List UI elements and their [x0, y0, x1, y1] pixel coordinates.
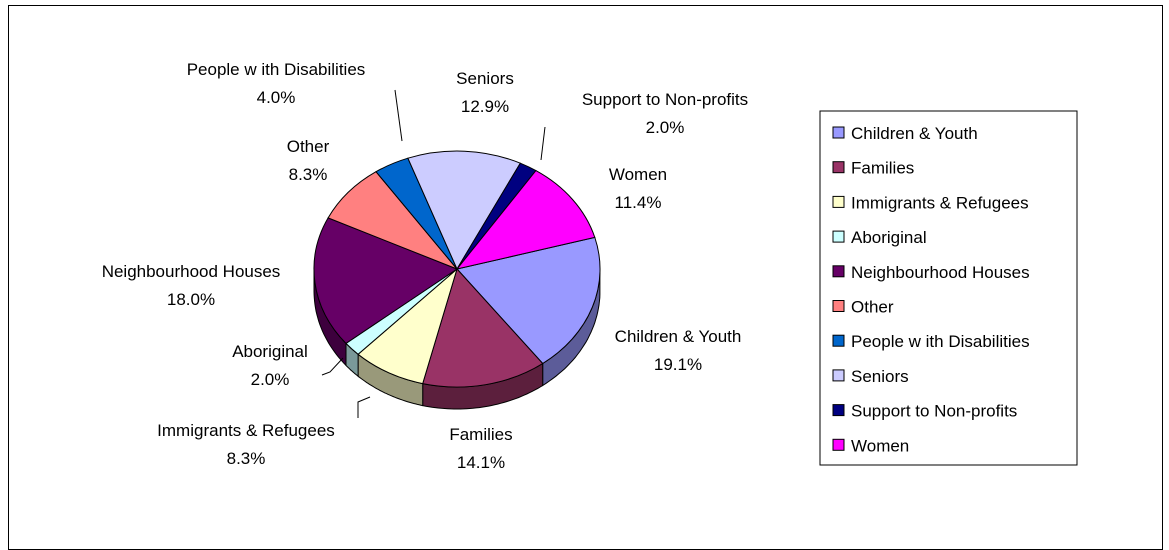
slice-label-name: Families	[449, 425, 512, 444]
legend-swatch	[832, 265, 845, 278]
legend-label: Other	[851, 298, 894, 317]
leader-line	[540, 126, 546, 161]
legend: Children & Youth Families Immigrants & Ref…	[819, 110, 1078, 466]
legend-label: People w ith Disabilities	[851, 332, 1030, 351]
slice-label-name: Other	[287, 137, 330, 156]
legend-label: Support to Non-profits	[851, 402, 1017, 421]
leader-line	[357, 396, 371, 418]
pie-slice	[422, 268, 544, 388]
legend-swatch	[832, 126, 845, 139]
slice-label-value: 18.0%	[167, 290, 215, 309]
pie-slice	[456, 236, 601, 365]
legend-swatch	[832, 438, 845, 451]
pie-slice	[313, 217, 459, 345]
legend-swatch	[832, 404, 845, 417]
leader-lines	[321, 89, 546, 418]
legend-label: Families	[851, 159, 914, 178]
slice-label-name: Seniors	[456, 69, 514, 88]
leader-line	[394, 89, 403, 142]
legend-label: Women	[851, 436, 909, 455]
pie-slice	[455, 169, 596, 270]
legend-label: Immigrants & Refugees	[851, 193, 1029, 212]
leader-line	[321, 357, 344, 376]
slice-label-name: Aboriginal	[232, 342, 308, 361]
slice-label-name: Neighbourhood Houses	[102, 262, 281, 281]
legend-label: Children & Youth	[851, 124, 978, 143]
legend-box	[819, 110, 1078, 466]
pie-slices	[313, 150, 601, 388]
legend-label: Aboriginal	[851, 228, 927, 247]
legend-label: Neighbourhood Houses	[851, 263, 1030, 282]
legend-label: Seniors	[851, 367, 909, 386]
slice-label-value: 14.1%	[457, 453, 505, 472]
slice-label-name: Children & Youth	[615, 327, 742, 346]
legend-swatch	[832, 369, 845, 382]
slice-label-value: 2.0%	[251, 370, 290, 389]
pie-slice	[407, 150, 522, 271]
legend-swatch	[832, 195, 845, 208]
slice-label-name: Immigrants & Refugees	[157, 421, 335, 440]
slice-label-value: 8.3%	[289, 165, 328, 184]
slice-label-value: 2.0%	[646, 118, 685, 137]
slice-label-name: Women	[609, 165, 667, 184]
slice-label-name: Support to Non-profits	[582, 90, 748, 109]
legend-swatch	[832, 161, 845, 174]
slice-labels: Children & Youth 19.1% Families 14.1% Immigr…	[102, 60, 748, 472]
slice-label-value: 11.4%	[615, 193, 662, 212]
legend-swatch	[832, 334, 845, 347]
slice-label-value: 4.0%	[257, 88, 296, 107]
slice-label-name: People w ith Disabilities	[187, 60, 366, 79]
slice-label-value: 12.9%	[461, 97, 509, 116]
legend-swatch	[832, 300, 845, 312]
legend-swatch	[832, 230, 845, 243]
slice-label-value: 8.3%	[227, 449, 266, 468]
slice-label-value: 19.1%	[654, 355, 702, 374]
